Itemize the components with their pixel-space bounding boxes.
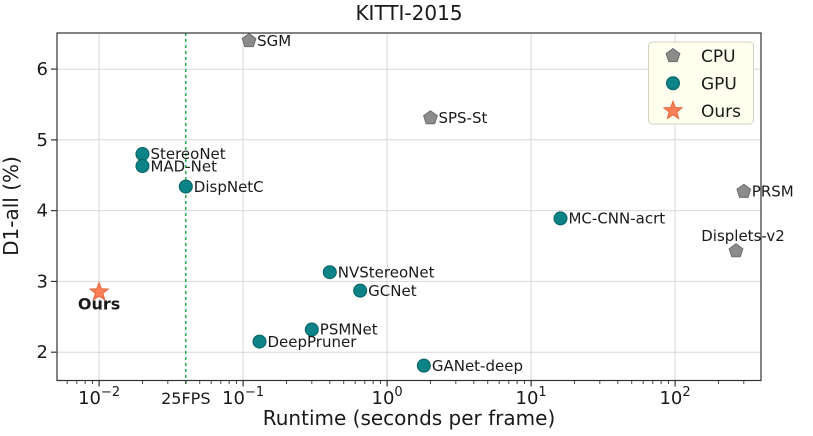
point-label-gcnet: GCNet [368, 282, 417, 300]
star-marker [88, 281, 110, 301]
point-label-dispnetc: DispNetC [194, 178, 264, 196]
legend: CPU GPU Ours [648, 41, 754, 125]
point-label-deeppruner: DeepPruner [268, 333, 358, 351]
data-point-stereonet: StereoNet [135, 145, 226, 163]
circle-marker [553, 211, 568, 226]
point-label-nvstereonet: NVStereoNet [338, 263, 435, 281]
point-label-mad-net: MAD-Net [150, 157, 217, 175]
point-label-sgm: SGM [257, 32, 291, 50]
point-label-psmnet: PSMNet [320, 321, 378, 339]
x-axis-label: Runtime (seconds per frame) [263, 406, 556, 430]
data-point-dispnetc: DispNetC [178, 178, 264, 196]
y-tick-label: 4 [37, 201, 48, 222]
legend-circle-icon [666, 76, 680, 91]
y-tick-label: 6 [37, 59, 48, 80]
point-label-mc-cnn-acrt: MC-CNN-acrt [568, 210, 665, 228]
data-point-ganet-deep: GANet-deep [416, 357, 523, 375]
legend-label-ours: Ours [701, 102, 741, 122]
pentagon-marker [241, 32, 257, 48]
legend-star-icon [662, 99, 684, 120]
data-point-prsm: PRSM [736, 183, 794, 201]
circle-marker [252, 334, 267, 349]
data-point-sps-st: SPS-St [423, 109, 487, 127]
plot-border [56, 32, 762, 382]
circle-marker [135, 159, 150, 174]
x-tick-label: 10−1 [222, 385, 264, 409]
pentagon-marker [736, 183, 752, 198]
y-tick-label: 2 [37, 342, 48, 363]
legend-label-cpu: CPU [701, 47, 736, 67]
data-point-deeppruner: DeepPruner [252, 333, 358, 351]
y-axis-label: D1-all (%) [0, 156, 23, 256]
legend-entry-ours: Ours [662, 99, 741, 122]
data-point-mad-net: MAD-Net [135, 157, 217, 175]
circle-marker [416, 358, 431, 373]
circle-marker [178, 179, 193, 194]
y-tick-label: 3 [37, 271, 48, 292]
legend-pentagon-icon [665, 47, 681, 63]
legend-box [648, 41, 754, 125]
point-label-displets-v2: Displets-v2 [701, 227, 785, 245]
point-label-ganet-deep: GANet-deep [432, 357, 523, 375]
reference-line-label: 25FPS [161, 389, 210, 408]
data-point-gcnet: GCNet [353, 282, 417, 300]
data-point-psmnet: PSMNet [304, 321, 378, 339]
pentagon-marker [423, 110, 438, 125]
legend-entry-gpu: GPU [666, 74, 737, 94]
circle-marker [322, 265, 337, 280]
point-label-sps-st: SPS-St [438, 109, 487, 127]
legend-entry-cpu: CPU [665, 47, 736, 67]
data-point-displets-v2: Displets-v2 [701, 227, 785, 258]
chart-title: KITTI-2015 [355, 1, 462, 25]
point-label-prsm: PRSM [752, 183, 794, 201]
point-label-ours: Ours [78, 295, 120, 314]
circle-marker [353, 283, 368, 298]
y-tick-label: 5 [37, 130, 48, 151]
point-label-stereonet: StereoNet [150, 145, 225, 163]
data-point-mc-cnn-acrt: MC-CNN-acrt [553, 210, 665, 228]
data-point-sgm: SGM [241, 32, 291, 50]
data-point-ours: Ours [78, 281, 120, 314]
pentagon-marker [728, 243, 744, 258]
legend-label-gpu: GPU [701, 74, 737, 94]
circle-marker [135, 147, 150, 162]
data-point-nvstereonet: NVStereoNet [322, 263, 435, 281]
circle-marker [304, 322, 319, 337]
